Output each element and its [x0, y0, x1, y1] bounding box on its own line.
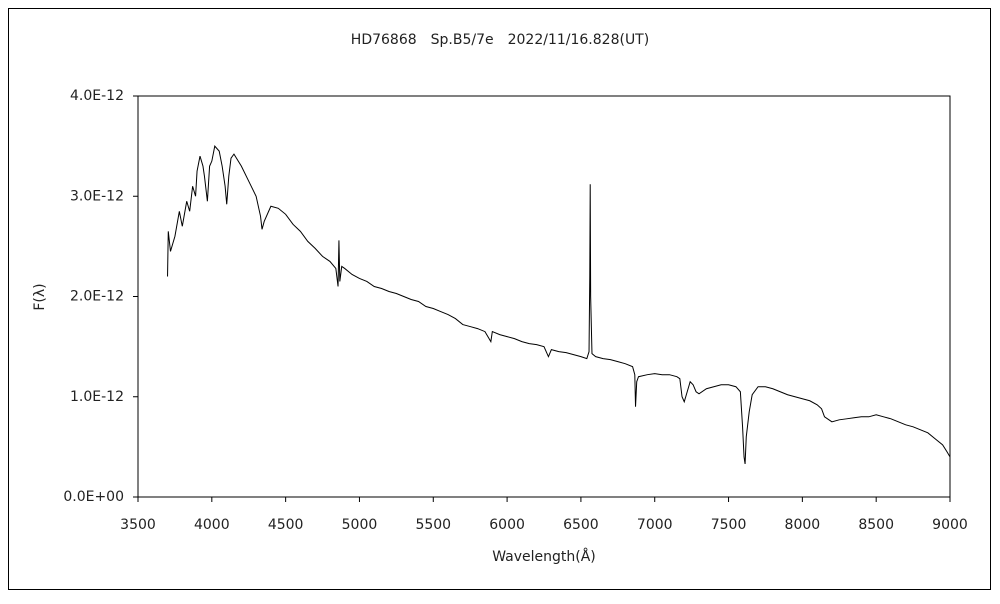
x-tick-label: 3500: [120, 517, 156, 533]
chart-title: HD76868 Sp.B5/7e 2022/11/16.828(UT): [351, 32, 649, 48]
y-tick-label: 0.0E+00: [63, 489, 124, 505]
x-tick-label: 8500: [858, 517, 894, 533]
x-tick-label: 7000: [637, 517, 673, 533]
frame: [8, 8, 991, 590]
x-tick-label: 6500: [563, 517, 599, 533]
x-tick-label: 8000: [785, 517, 821, 533]
spectrum-line: [167, 145, 951, 464]
y-axis-label: F(λ): [32, 283, 48, 310]
x-tick-label: 6000: [489, 517, 525, 533]
y-tick-label: 4.0E-12: [70, 88, 124, 104]
x-axis-label: Wavelength(Å): [492, 548, 596, 565]
x-tick-label: 7500: [711, 517, 747, 533]
y-tick-label: 3.0E-12: [70, 188, 124, 204]
x-tick-label: 5500: [415, 517, 451, 533]
x-tick-label: 4000: [194, 517, 230, 533]
y-tick-label: 1.0E-12: [70, 389, 124, 405]
x-tick-label: 4500: [268, 517, 304, 533]
y-tick-label: 2.0E-12: [70, 289, 124, 305]
x-tick-label: 5000: [342, 517, 378, 533]
x-tick-label: 9000: [932, 517, 968, 533]
